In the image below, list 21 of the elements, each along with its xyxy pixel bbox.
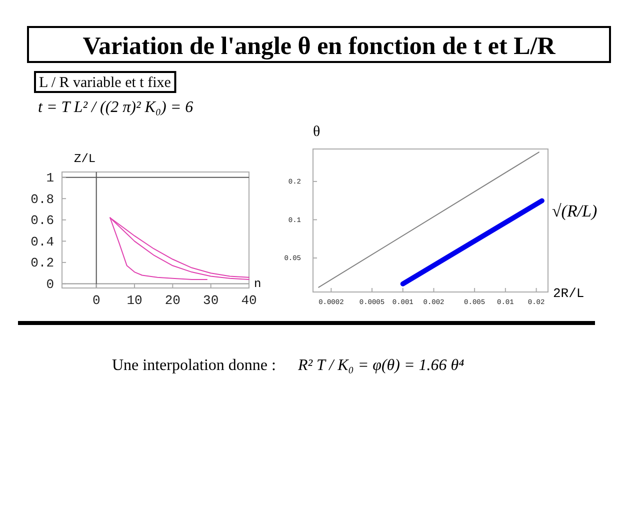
series-label: √(R/L) xyxy=(552,202,598,221)
y-tick-label: 0 xyxy=(46,276,54,292)
text: t = T L² / ((2 π)² K₀) = 6 xyxy=(38,99,194,116)
y-tick-label: 0.2 xyxy=(30,256,54,271)
y-tick-label: 1 xyxy=(46,170,54,186)
x-tick-label: 0 xyxy=(92,293,100,308)
text: R² T / K₀ = φ(θ) = 1.66 θ⁴ xyxy=(296,357,465,374)
y-axis-title: Z/L xyxy=(74,152,96,166)
text: Variation de l'angle θ en fonction de t et L/R xyxy=(82,33,556,60)
y-tick-label: 0.4 xyxy=(30,234,54,250)
chart-subtitle: L / R variable et t fixe xyxy=(39,75,172,91)
x-tick-label: 30 xyxy=(203,293,219,308)
y-tick-label: 0.8 xyxy=(30,192,54,207)
y-tick-label: 0.6 xyxy=(30,213,54,228)
y-axis-title: θ xyxy=(313,124,320,140)
x-tick-label: 40 xyxy=(241,293,257,308)
x-axis-title: n xyxy=(254,277,262,291)
x-tick-label: 10 xyxy=(126,293,142,308)
x-tick-label: 20 xyxy=(164,293,180,308)
text: Une interpolation donne : xyxy=(112,357,276,374)
x-axis-title: 2R/L xyxy=(553,286,584,301)
